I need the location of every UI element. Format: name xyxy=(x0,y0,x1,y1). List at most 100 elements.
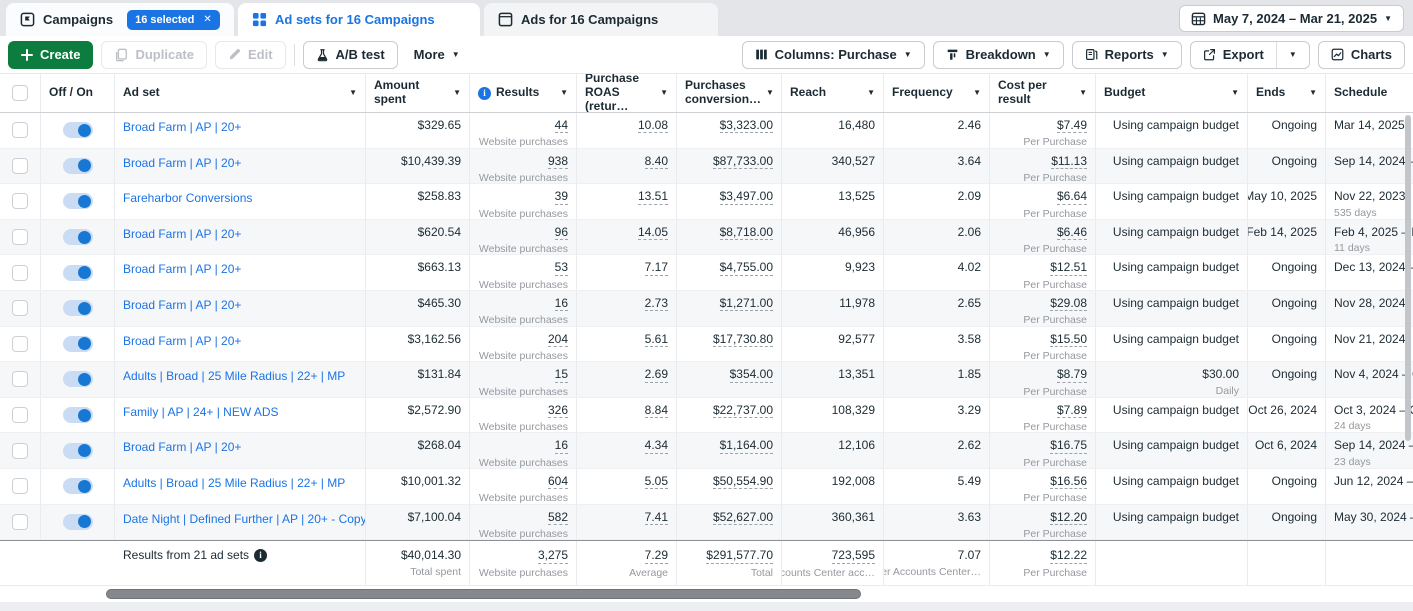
row-toggle[interactable] xyxy=(62,478,93,495)
charts-button[interactable]: Charts xyxy=(1317,40,1405,69)
header-cost-per-result[interactable]: Cost per result ▼ xyxy=(990,74,1096,112)
row-toggle[interactable] xyxy=(62,122,93,139)
horizontal-scrollbar-track[interactable] xyxy=(0,586,1413,603)
conversion-value[interactable]: $4,755.00 xyxy=(719,260,773,276)
conversion-value[interactable]: $22,737.00 xyxy=(712,402,773,419)
conversion-value[interactable]: $50,554.90 xyxy=(712,473,773,490)
results-value[interactable]: 39 xyxy=(554,189,568,205)
row-toggle[interactable] xyxy=(62,229,93,246)
row-toggle[interactable] xyxy=(62,407,93,424)
cost-per-result-value[interactable]: $16.75 xyxy=(1050,438,1087,454)
cost-per-result-value[interactable]: $12.20 xyxy=(1050,509,1087,525)
ad-set-link[interactable]: Broad Farm | AP | 20+ xyxy=(123,262,242,277)
header-ad-set[interactable]: Ad set ▼ xyxy=(115,74,366,112)
roas-value[interactable]: 7.17 xyxy=(644,260,668,276)
row-toggle[interactable] xyxy=(62,513,93,530)
results-value[interactable]: 44 xyxy=(554,118,568,134)
results-value[interactable]: 53 xyxy=(554,260,568,276)
conversion-value[interactable]: $87,733.00 xyxy=(712,153,773,169)
row-toggle[interactable] xyxy=(62,157,93,174)
results-value[interactable]: 326 xyxy=(547,402,568,419)
row-checkbox[interactable] xyxy=(12,264,28,281)
cost-per-result-value[interactable]: $7.49 xyxy=(1056,118,1087,134)
info-icon[interactable]: i xyxy=(254,548,268,562)
row-checkbox[interactable] xyxy=(12,122,28,139)
row-toggle[interactable] xyxy=(62,300,93,317)
header-purchase-roas[interactable]: Purchase ROAS (retur… ▼ xyxy=(577,74,677,112)
row-checkbox[interactable] xyxy=(12,335,28,352)
ad-set-link[interactable]: Broad Farm | AP | 20+ xyxy=(123,297,242,312)
conversion-value[interactable]: $17,730.80 xyxy=(712,331,773,347)
row-checkbox[interactable] xyxy=(12,442,28,459)
roas-value[interactable]: 13.51 xyxy=(637,189,668,205)
roas-value[interactable]: 7.41 xyxy=(644,509,668,525)
header-reach[interactable]: Reach ▼ xyxy=(782,74,884,112)
cost-per-result-value[interactable]: $6.64 xyxy=(1056,189,1087,205)
header-ends[interactable]: Ends ▼ xyxy=(1248,74,1326,112)
cost-per-result-value[interactable]: $8.79 xyxy=(1056,367,1087,383)
ad-set-link[interactable]: Broad Farm | AP | 20+ xyxy=(123,226,242,241)
row-checkbox[interactable] xyxy=(12,407,28,424)
roas-value[interactable]: 8.40 xyxy=(644,153,668,169)
cost-per-result-value[interactable]: $7.89 xyxy=(1056,402,1087,419)
results-value[interactable]: 96 xyxy=(554,224,568,241)
cost-per-result-value[interactable]: $12.51 xyxy=(1050,260,1087,276)
results-value[interactable]: 204 xyxy=(547,331,568,347)
ad-set-link[interactable]: Fareharbor Conversions xyxy=(123,191,253,206)
ad-set-link[interactable]: Adults | Broad | 25 Mile Radius | 22+ | … xyxy=(123,369,346,384)
results-value[interactable]: 604 xyxy=(547,473,568,490)
export-button[interactable]: Export xyxy=(1191,42,1276,68)
tab-ad-sets[interactable]: Ad sets for 16 Campaigns xyxy=(238,3,480,36)
select-all-checkbox[interactable] xyxy=(12,85,28,101)
results-value[interactable]: 16 xyxy=(554,438,568,454)
row-checkbox[interactable] xyxy=(12,300,28,317)
columns-button[interactable]: Columns: Purchase ▼ xyxy=(741,40,925,69)
row-toggle[interactable] xyxy=(62,193,93,210)
horizontal-scrollbar-thumb[interactable] xyxy=(106,589,861,600)
conversion-value[interactable]: $8,718.00 xyxy=(719,224,773,241)
cost-per-result-value[interactable]: $11.13 xyxy=(1051,153,1087,169)
ad-set-link[interactable]: Date Night | Defined Further | AP | 20+ … xyxy=(123,511,366,526)
conversion-value[interactable]: $3,497.00 xyxy=(719,189,773,205)
header-results[interactable]: i Results ▼ xyxy=(470,74,577,112)
create-button[interactable]: Create xyxy=(8,40,94,69)
edit-button[interactable]: Edit xyxy=(214,40,286,69)
conversion-value[interactable]: $3,323.00 xyxy=(719,118,773,134)
export-menu-button[interactable]: ▼ xyxy=(1277,42,1309,68)
ad-set-link[interactable]: Adults | Broad | 25 Mile Radius | 22+ | … xyxy=(123,475,346,490)
info-icon[interactable]: i xyxy=(478,86,491,100)
results-value[interactable]: 16 xyxy=(554,295,568,312)
header-frequency[interactable]: Frequency ▼ xyxy=(884,74,990,112)
conversion-value[interactable]: $52,627.00 xyxy=(712,509,773,525)
row-checkbox[interactable] xyxy=(12,371,28,388)
roas-value[interactable]: 2.73 xyxy=(644,295,668,312)
ad-set-link[interactable]: Family | AP | 24+ | NEW ADS xyxy=(123,404,279,419)
header-schedule[interactable]: Schedule xyxy=(1334,85,1388,100)
tab-ads[interactable]: Ads for 16 Campaigns xyxy=(484,3,718,36)
results-value[interactable]: 15 xyxy=(554,367,568,383)
roas-value[interactable]: 2.69 xyxy=(644,367,668,383)
vertical-scrollbar[interactable] xyxy=(1405,115,1411,441)
cost-per-result-value[interactable]: $15.50 xyxy=(1050,331,1087,347)
roas-value[interactable]: 4.34 xyxy=(644,438,668,454)
cost-per-result-value[interactable]: $6.46 xyxy=(1056,224,1087,241)
ad-set-link[interactable]: Broad Farm | AP | 20+ xyxy=(123,155,242,170)
conversion-value[interactable]: $354.00 xyxy=(729,367,773,383)
header-budget[interactable]: Budget ▼ xyxy=(1096,74,1248,112)
row-checkbox[interactable] xyxy=(12,193,28,210)
roas-value[interactable]: 14.05 xyxy=(637,224,668,241)
ab-test-button[interactable]: A/B test xyxy=(302,40,398,69)
results-value[interactable]: 938 xyxy=(547,153,568,169)
results-value[interactable]: 582 xyxy=(547,509,568,525)
roas-value[interactable]: 5.61 xyxy=(644,331,668,347)
row-toggle[interactable] xyxy=(62,335,93,352)
duplicate-button[interactable]: Duplicate xyxy=(101,40,207,69)
row-checkbox[interactable] xyxy=(12,157,28,174)
row-toggle[interactable] xyxy=(62,264,93,281)
row-checkbox[interactable] xyxy=(12,513,28,530)
roas-value[interactable]: 8.84 xyxy=(644,402,668,419)
row-checkbox[interactable] xyxy=(12,478,28,495)
roas-value[interactable]: 5.05 xyxy=(644,473,668,490)
roas-value[interactable]: 10.08 xyxy=(637,118,668,134)
ad-set-link[interactable]: Broad Farm | AP | 20+ xyxy=(123,120,242,134)
